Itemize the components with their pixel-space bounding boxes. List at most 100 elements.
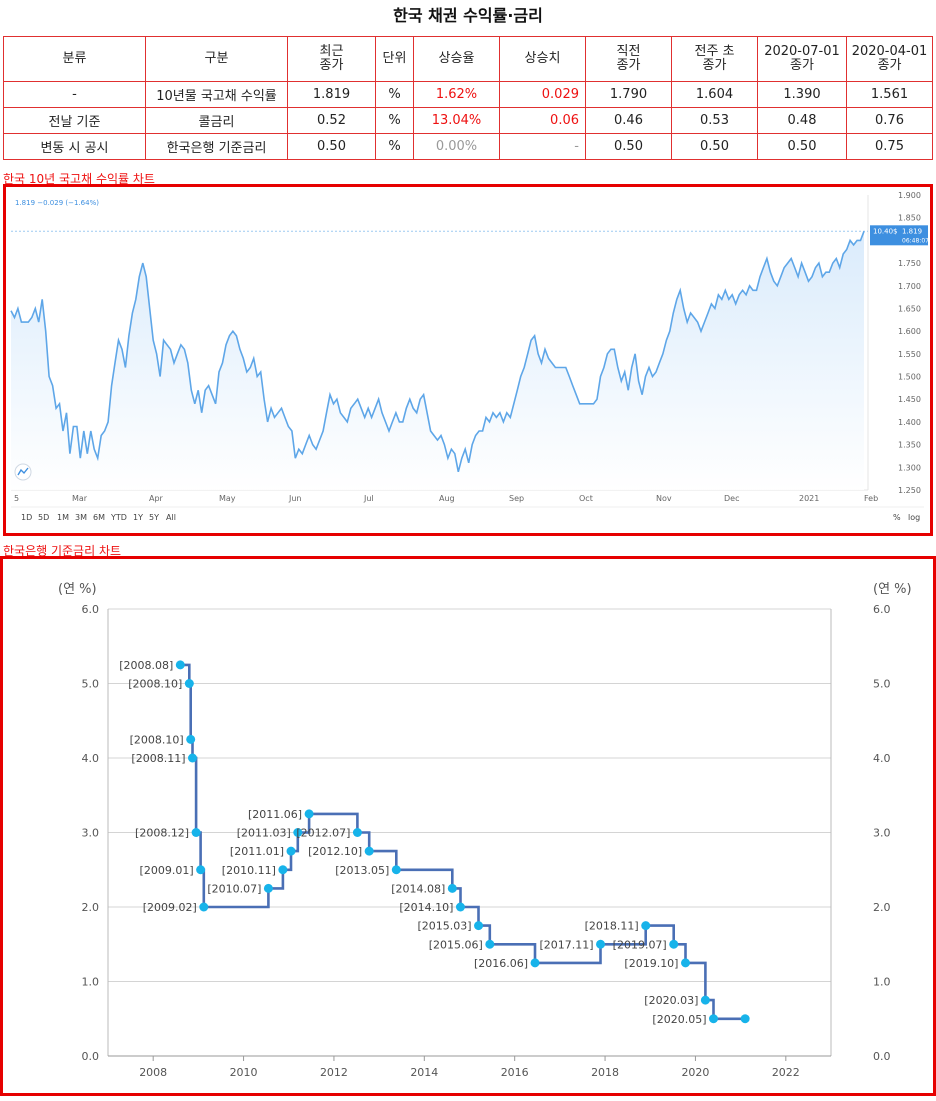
rate-change-point [188,753,198,763]
y-tick-label-right: 3.0 [873,827,891,840]
base-rate-chart-frame: (연 %) (연 %) 0.0 0.0 1.0 1.0 2.0 2.0 3.0 3.0 4.0 4.0… [0,556,936,1096]
rate-change-point [286,846,296,856]
y-tick-label-right: 0.0 [873,1050,891,1063]
table-row: -10년물 국고채 수익률 1.819% 1.62% 0.029 1.790 1.604 1… [3,81,933,108]
table-cell: 1.819 [287,81,376,108]
table-cell: 1.790 [585,81,672,108]
y-tick-label-left: 6.0 [82,603,100,616]
range-button-6m[interactable]: 6M [93,513,105,522]
rate-change-point [641,921,651,931]
x-tick-label: 2021 [799,494,819,503]
y-tick-label: 1.350 [898,441,921,450]
rate-change-label: [2014.10] [399,901,453,914]
rate-change-label: [2010.11] [222,864,276,877]
table-row: 전날 기준 콜금리 0.52% 13.04% 0.06 0.46 0.53 0.48 0.76 [3,107,933,134]
table-cell: 13.04% [413,107,500,134]
rate-change-point [391,865,401,875]
y-tick-label: 1.250 [898,486,921,495]
table-cell: 0.00% [413,133,500,160]
table-header-cell: 단위 [375,36,414,82]
scale-button-percent[interactable]: % [893,513,901,522]
table-cell: 1.561 [846,81,933,108]
x-tick-label: Feb [864,494,878,503]
rate-change-point [474,921,484,931]
x-tick-label: 2018 [591,1066,619,1079]
x-tick-label: 2016 [501,1066,529,1079]
rate-change-point [680,958,690,968]
x-tick-label: Jun [288,494,302,503]
x-tick-label: 2020 [681,1066,709,1079]
rate-change-label: [2008.12] [135,827,189,840]
table-cell: 한국은행 기준금리 [145,133,288,160]
table-cell: 전날 기준 [3,107,146,134]
table-header-cell: 2020-07-01 종가 [757,36,847,82]
rate-change-label: [2008.11] [131,752,185,765]
countdown-label: 06:48:07 [902,237,929,244]
y-axis-label-right: (연 %) [873,582,912,597]
range-button-3m[interactable]: 3M [75,513,87,522]
table-cell: 0.50 [585,133,672,160]
base-rate-chart: (연 %) (연 %) 0.0 0.0 1.0 1.0 2.0 2.0 3.0 3.0 4.0 4.0… [58,582,912,1079]
x-tick-label: Apr [149,494,164,503]
rate-change-point [352,828,362,837]
rate-change-point [186,734,196,744]
y-tick-label: 1.650 [898,304,921,313]
table-row: 변동 시 공시 한국은행 기준금리 0.50% 0.00% -0.50 0.50 0.50 0… [3,133,933,160]
rate-change-label: [2011.03] [237,827,291,840]
y-tick-label: 1.850 [898,214,921,223]
rate-change-point [485,939,495,949]
table-cell: 0.50 [757,133,847,160]
last-time-label: 10.40$ [873,227,898,235]
x-tick-label: 2008 [139,1066,167,1079]
y-tick-label: 1.700 [898,282,921,291]
page-title: 한국 채권 수익률·금리 [393,6,543,25]
y-tick-label: 1.600 [898,327,921,336]
y-tick-label: 1.550 [898,350,921,359]
table-cell: 0.46 [585,107,672,134]
bond-yield-chart[interactable]: 1.9001.8501.8001.7501.7001.6501.6001.550… [6,187,930,533]
range-button-1y[interactable]: 1Y [133,513,143,522]
x-tick-label: Aug [439,494,455,503]
rate-change-label: [2011.01] [230,845,284,858]
range-button-5d[interactable]: 5D [38,513,49,522]
range-button-ytd[interactable]: YTD [110,513,127,522]
y-tick-label: 1.300 [898,463,921,472]
x-tick-label: Sep [509,494,524,503]
range-button-1m[interactable]: 1M [57,513,69,522]
y-tick-label-right: 6.0 [873,603,891,616]
range-button-1d[interactable]: 1D [21,513,32,522]
rate-change-point [175,660,185,670]
rate-change-point [184,679,194,688]
rate-change-point [447,883,457,893]
x-tick-label: 2014 [410,1066,438,1079]
rate-change-label: [2010.07] [207,882,261,895]
table-header-cell: 2020-04-01 종가 [846,36,933,82]
table-cell: 1.62% [413,81,500,108]
table-cell: 1.604 [671,81,758,108]
rate-change-point [669,939,679,949]
rate-change-label: [2013.05] [335,864,389,877]
y-tick-label-right: 4.0 [873,752,891,765]
rate-change-point [263,883,273,893]
rate-change-label: [2008.10] [130,733,184,746]
table-header-cell: 상승치 [499,36,586,82]
rate-change-label: [2008.10] [128,678,182,691]
rate-change-point [199,902,209,912]
y-tick-label: 1.400 [898,418,921,427]
rate-change-label: [2015.06] [429,938,483,951]
range-button-all[interactable]: All [166,513,176,522]
scale-button-log[interactable]: log [908,513,920,522]
y-tick-label: 1.900 [898,191,921,200]
last-value-badge: 1.819 10.40$ 06:48:07 [870,225,929,246]
y-tick-label-left: 1.0 [82,976,100,989]
rate-change-point [304,809,314,819]
range-button-5y[interactable]: 5Y [149,513,159,522]
rate-change-label: [2020.03] [644,994,698,1007]
rate-change-label: [2018.11] [585,920,639,933]
x-tick-label: Mar [72,494,88,503]
rate-change-point [596,939,606,949]
x-tick-label: 2012 [320,1066,348,1079]
x-tick-label: Dec [724,494,739,503]
table-cell: 0.75 [846,133,933,160]
table-cell: % [375,107,414,134]
